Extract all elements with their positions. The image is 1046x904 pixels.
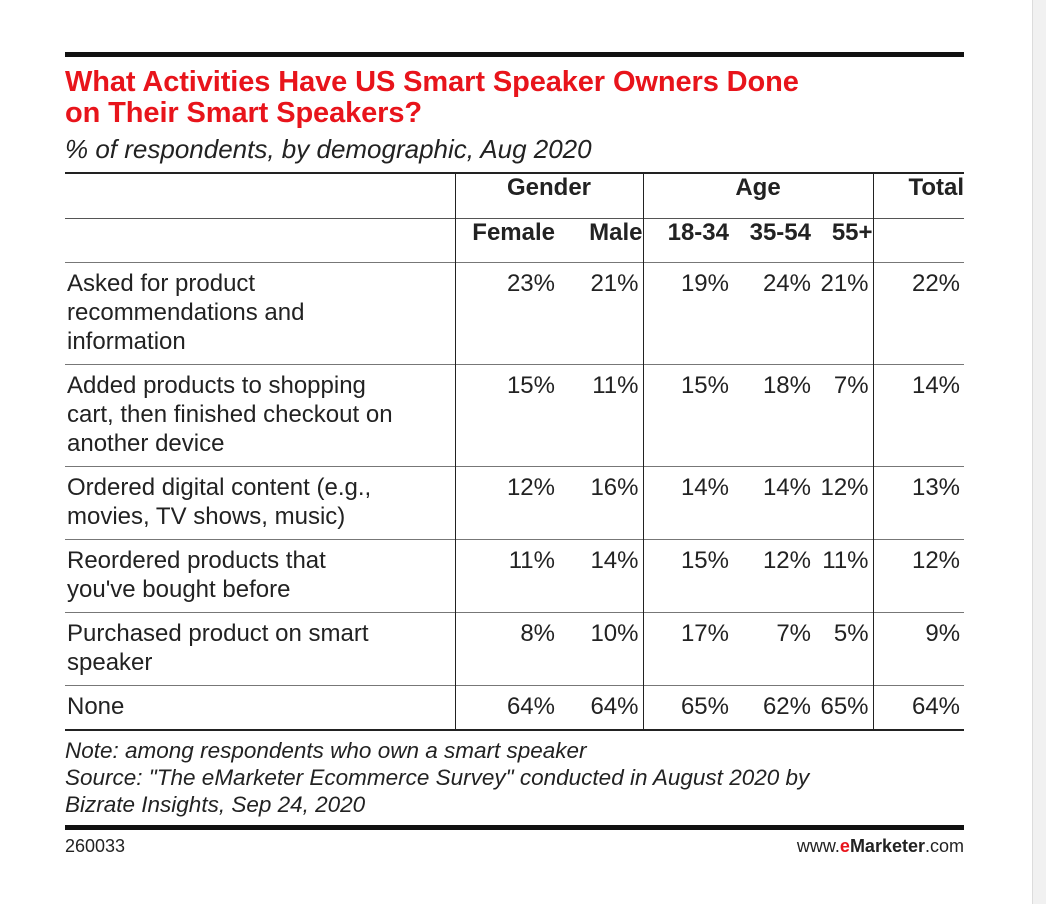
row-label: Reordered products that you've bought be… [65, 539, 455, 613]
column-header-total-empty [872, 218, 965, 263]
group-header-age: Age [642, 172, 874, 219]
brand-prefix: www. [796, 836, 840, 856]
cell-female: 23% [454, 262, 555, 365]
cell-female: 11% [454, 539, 555, 613]
cell-total: 14% [872, 364, 965, 467]
column-header-empty [65, 218, 455, 263]
cell-18-34: 15% [642, 364, 729, 467]
cell-18-34: 17% [642, 612, 729, 686]
cell-female: 12% [454, 466, 555, 540]
cell-55-plus: 21% [811, 262, 874, 365]
cell-male: 11% [555, 364, 643, 467]
column-header-row: Female Male 18-34 35-54 55+ [65, 218, 965, 263]
cell-male: 64% [555, 685, 643, 731]
cell-55-plus: 5% [811, 612, 874, 686]
cell-male: 10% [555, 612, 643, 686]
row-label: None [65, 685, 455, 731]
row-label: Asked for product recommendations and in… [65, 262, 455, 365]
group-header-gender: Gender [454, 172, 643, 219]
cell-55-plus: 11% [811, 539, 874, 613]
cell-55-plus: 12% [811, 466, 874, 540]
cell-35-54: 7% [729, 612, 811, 686]
group-header-total: Total [872, 172, 965, 219]
row-label-line: cart, then finished checkout on [67, 401, 393, 428]
column-header-18-34: 18-34 [642, 218, 729, 263]
cell-18-34: 19% [642, 262, 729, 365]
column-header-35-54: 35-54 [729, 218, 811, 263]
chart-notes: Note: among respondents who own a smart … [65, 737, 964, 818]
cell-total: 9% [872, 612, 965, 686]
cell-male: 16% [555, 466, 643, 540]
cell-55-plus: 7% [811, 364, 874, 467]
top-rule [65, 52, 964, 57]
column-header-male: Male [555, 218, 643, 263]
row-label-line: speaker [67, 649, 153, 676]
bottom-rule [65, 825, 964, 830]
column-header-55-plus: 55+ [811, 218, 874, 263]
row-label-line: Asked for product [67, 270, 256, 297]
table-row: Purchased product on smart speaker 8% 10… [65, 612, 965, 686]
source-text-line-1: Source: "The eMarketer Ecommerce Survey"… [65, 765, 810, 790]
table-row: Asked for product recommendations and in… [65, 262, 965, 365]
brand-e: e [839, 836, 850, 856]
cell-male: 21% [555, 262, 643, 365]
cell-18-34: 65% [642, 685, 729, 731]
brand-suffix: .com [924, 836, 964, 856]
cell-35-54: 18% [729, 364, 811, 467]
cell-male: 14% [555, 539, 643, 613]
note-text: Note: among respondents who own a smart … [65, 738, 587, 763]
scrollbar-track[interactable] [1032, 0, 1046, 904]
group-header-empty [65, 172, 455, 219]
table-row: None 64% 64% 65% 62% 65% 64% [65, 685, 965, 731]
chart-title-line-1: What Activities Have US Smart Speaker Ow… [65, 66, 799, 98]
row-label-line: another device [67, 430, 225, 457]
cell-18-34: 14% [642, 466, 729, 540]
table-row: Added products to shopping cart, then fi… [65, 364, 965, 467]
cell-female: 64% [454, 685, 555, 731]
cell-35-54: 12% [729, 539, 811, 613]
cell-total: 22% [872, 262, 965, 365]
row-label-line: Purchased product on smart [67, 620, 369, 647]
cell-total: 13% [872, 466, 965, 540]
row-label-line: None [67, 693, 125, 720]
source-text-line-2: Bizrate Insights, Sep 24, 2020 [65, 792, 366, 817]
chart-footer: 260033 www.eMarketer.com [65, 830, 964, 860]
cell-35-54: 14% [729, 466, 811, 540]
row-label-line: Added products to shopping [67, 372, 366, 399]
chart-card: What Activities Have US Smart Speaker Ow… [65, 52, 965, 860]
brand-name: Marketer [849, 836, 925, 856]
cell-female: 8% [454, 612, 555, 686]
row-label-line: Ordered digital content (e.g., [67, 474, 372, 501]
row-label-line: information [67, 328, 186, 355]
cell-18-34: 15% [642, 539, 729, 613]
chart-subtitle: % of respondents, by demographic, Aug 20… [65, 134, 592, 164]
row-label: Purchased product on smart speaker [65, 612, 455, 686]
table-row: Reordered products that you've bought be… [65, 539, 965, 613]
table-row: Ordered digital content (e.g., movies, T… [65, 466, 965, 540]
cell-35-54: 62% [729, 685, 811, 731]
row-label: Added products to shopping cart, then fi… [65, 364, 455, 467]
brand-logo: www.eMarketer.com [797, 836, 964, 857]
cell-female: 15% [454, 364, 555, 467]
group-header-row: Gender Age Total [65, 172, 965, 219]
cell-total: 64% [872, 685, 965, 731]
chart-id: 260033 [65, 836, 126, 856]
column-header-female: Female [454, 218, 555, 263]
row-label-line: Reordered products that [67, 547, 326, 574]
row-label-line: you've bought before [67, 576, 291, 603]
row-label-line: movies, TV shows, music) [67, 503, 346, 530]
row-label: Ordered digital content (e.g., movies, T… [65, 466, 455, 540]
cell-55-plus: 65% [811, 685, 874, 731]
cell-35-54: 24% [729, 262, 811, 365]
chart-title-line-2: on Their Smart Speakers? [65, 97, 422, 129]
cell-total: 12% [872, 539, 965, 613]
row-label-line: recommendations and [67, 299, 305, 326]
data-table: Gender Age Total Female Male 18-34 35-54… [65, 172, 965, 731]
chart-title: What Activities Have US Smart Speaker Ow… [65, 67, 964, 129]
